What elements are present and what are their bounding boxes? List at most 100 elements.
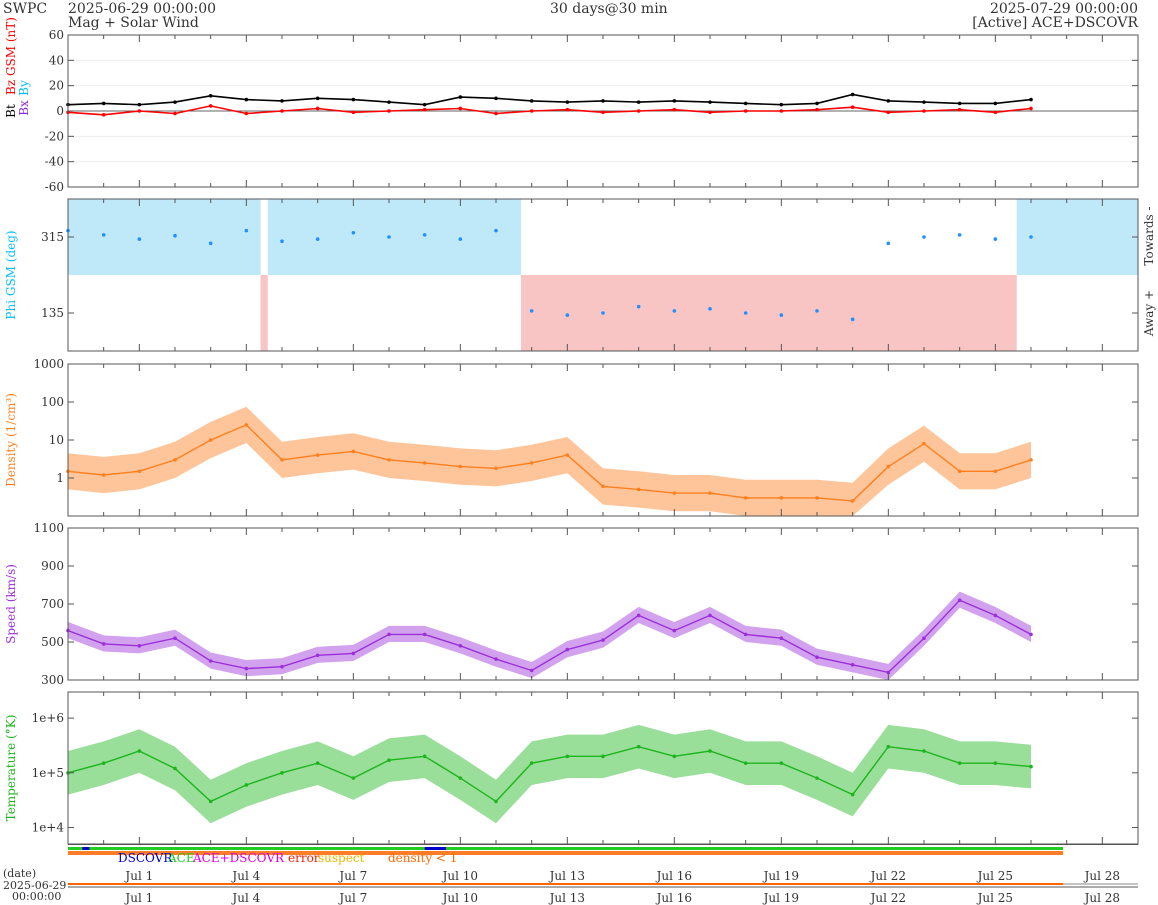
data-point-bt [351, 97, 356, 102]
density-point [779, 496, 784, 500]
x-tick-label: Jul 22 [869, 869, 906, 883]
phi-point [173, 233, 177, 238]
speed-point [315, 653, 320, 658]
y-tick-label: 1e+6 [32, 711, 64, 725]
data-point-bt [422, 102, 427, 107]
data-point-bt [315, 96, 320, 101]
data-point-bz [636, 109, 641, 113]
y-tick-label: 135 [41, 306, 64, 320]
legend-ace: ACE [167, 851, 195, 865]
series-line-bz [67, 105, 1032, 116]
y-tick-label: 0 [56, 104, 64, 118]
legend-ace-dscovr: ACE+DSCOVR [192, 851, 285, 865]
towards-sector [267, 199, 521, 275]
y-tick-label: 10 [49, 433, 64, 447]
x-tick-label: Jul 19 [762, 869, 799, 883]
phi-point [708, 306, 712, 311]
x-tick-label: Jul 7 [337, 891, 367, 905]
x-tick-label: Jul 25 [976, 891, 1013, 905]
phi-point [1029, 235, 1033, 239]
temperature-line [67, 745, 1032, 803]
data-point-bz [922, 109, 926, 113]
data-point-bz [315, 106, 320, 111]
phi-point [922, 235, 926, 239]
phi-point [850, 317, 855, 322]
density-point [850, 499, 855, 503]
speed-point [993, 613, 998, 618]
temperature-point [422, 754, 427, 759]
density-point [815, 496, 819, 500]
phi-point [280, 239, 284, 244]
data-point-bt [601, 99, 605, 103]
data-point-bz [850, 105, 855, 109]
data-point-bz [1029, 106, 1033, 111]
towards-label: Towards - [1142, 206, 1156, 265]
density-ylabel: Density (1/cm³) [4, 393, 18, 487]
density-point [708, 491, 712, 495]
y-tick-label: 900 [41, 559, 64, 573]
data-point-bt [708, 100, 712, 104]
density-point [565, 453, 570, 457]
data-point-bt [1029, 97, 1033, 102]
speed-point [815, 655, 819, 659]
density-point [601, 484, 605, 489]
speed-point [387, 632, 391, 637]
density-point [922, 441, 926, 446]
speed-point [850, 663, 855, 667]
data-point-bz [886, 110, 891, 115]
speed-point [743, 632, 748, 637]
temperature-point [565, 754, 570, 759]
data-point-bz [173, 111, 177, 116]
phi-point [351, 230, 356, 235]
speed-point [601, 638, 605, 642]
y-tick-label: 1e+4 [32, 821, 65, 835]
phi-point [244, 228, 249, 233]
data-point-bt [101, 101, 106, 106]
data-point-bt [779, 102, 784, 107]
data-point-bt [208, 94, 213, 98]
density-point [636, 487, 641, 492]
density-point [173, 458, 177, 462]
away-label: Away + [1142, 290, 1156, 337]
speed-point [494, 657, 498, 661]
speed-point [173, 636, 177, 640]
phi-point [101, 233, 106, 237]
towards-sector [1016, 199, 1138, 275]
density-point [387, 458, 391, 462]
dscovr-source-strip [82, 847, 90, 850]
temperature-point [458, 776, 463, 780]
x-tick-label: Jul 7 [337, 869, 367, 883]
data-point-bt [387, 100, 391, 104]
density-point [244, 423, 249, 427]
lower-time-strip [68, 883, 1064, 885]
phi-point [494, 228, 498, 233]
data-point-bt [280, 99, 284, 103]
data-point-bz [779, 109, 784, 113]
mag-ylabel-bt: Bt [4, 104, 18, 118]
phi-point [601, 311, 605, 315]
density-point [672, 491, 677, 495]
density-point [1029, 458, 1033, 462]
temperature-point [815, 776, 819, 780]
speed-point [422, 632, 427, 637]
data-point-bt [922, 100, 926, 104]
phi-point [387, 235, 391, 239]
phi-point [315, 237, 320, 241]
x-tick-label: Jul 10 [441, 869, 478, 883]
data-point-bt [244, 97, 249, 102]
density-point [529, 461, 534, 465]
data-point-bz [957, 107, 962, 112]
y-tick-label: -20 [45, 129, 64, 143]
y-tick-label: -60 [45, 180, 64, 194]
start-datetime: 2025-06-29 00:00:00 [68, 1, 217, 17]
density-point [208, 438, 213, 442]
x-tick-label: Jul 28 [1083, 891, 1120, 905]
data-point-bt [886, 99, 891, 103]
speed-point [779, 636, 784, 640]
density-flag-strip [68, 851, 1064, 855]
y-tick-label: 1 [56, 471, 64, 485]
data-point-bz [280, 109, 284, 113]
y-tick-label: 315 [41, 230, 64, 244]
mag-ylabel-bz: Bz GSM (nT) [4, 17, 18, 95]
